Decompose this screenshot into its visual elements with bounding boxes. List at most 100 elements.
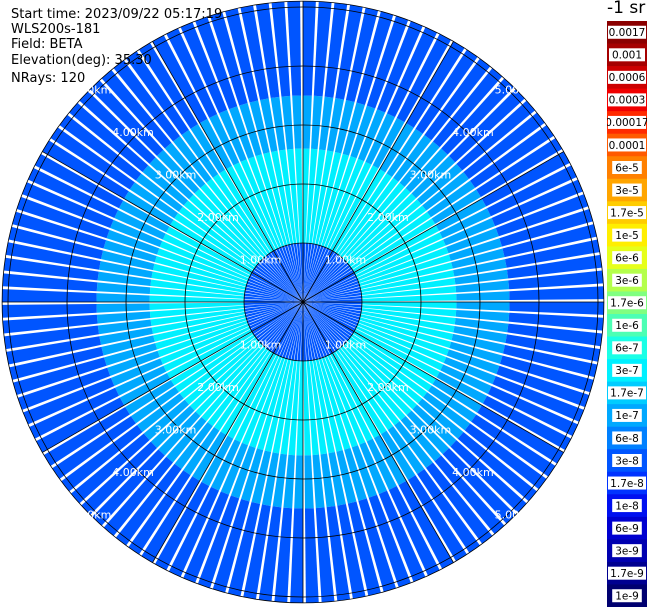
colorbar-label-bg: [612, 318, 642, 332]
ray-cell: [104, 343, 158, 366]
ray-cell: [398, 480, 454, 569]
ray-cell: [303, 243, 306, 302]
field-label: Field: BETA: [11, 37, 83, 52]
ray-cell: [471, 414, 556, 477]
ray-cell: [162, 233, 251, 279]
ray-cell: [415, 49, 478, 134]
ray-cell: [210, 12, 248, 106]
ray-cell: [303, 243, 312, 302]
ray-cell: [12, 211, 107, 249]
ray-cell: [352, 218, 436, 273]
ray-cell: [248, 156, 285, 247]
colorbar-label-bg: [608, 93, 646, 107]
ray-cell: [309, 149, 326, 244]
ray-cell: [259, 260, 303, 302]
ray-cell: [61, 424, 143, 492]
ray-cell: [151, 311, 246, 334]
ray-cell: [336, 450, 357, 504]
ray-cell: [303, 302, 338, 352]
ray-cell: [378, 490, 426, 582]
ray-cell: [360, 270, 455, 293]
ray-cell: [335, 349, 394, 430]
ray-cell: [99, 327, 153, 345]
ray-cell: [141, 476, 200, 563]
radial-line: [152, 41, 304, 303]
ray-cell: [356, 239, 446, 281]
ray-cell: [247, 278, 303, 302]
ray-cell: [272, 453, 287, 508]
ray-cell: [256, 358, 288, 451]
ray-cell: [373, 434, 407, 486]
ray-cell: [243, 504, 271, 600]
ray-cell: [170, 331, 254, 386]
ray-cell: [400, 415, 442, 462]
ray-cell: [499, 355, 594, 393]
ray-cell: [358, 498, 396, 592]
ray-cell: [361, 285, 457, 299]
ray-cell: [359, 254, 451, 287]
ray-cell: [303, 360, 312, 456]
ray-cell: [303, 302, 355, 334]
ray-cell: [318, 358, 351, 450]
ray-cell: [326, 505, 351, 601]
ray-cell: [470, 125, 554, 188]
ray-cell: [377, 21, 423, 113]
range-label: 5.00km: [495, 84, 537, 97]
ray-cell: [303, 302, 336, 353]
ray-cell: [505, 334, 601, 362]
ray-cell: [359, 262, 453, 290]
ray-cell: [263, 302, 303, 348]
ray-cell: [425, 462, 493, 544]
ray-cell: [125, 379, 175, 415]
ray-cell: [219, 169, 274, 253]
ray-cell: [292, 95, 302, 149]
ray-cell: [263, 152, 291, 246]
ray-cell: [150, 308, 245, 326]
ray-cell: [282, 302, 303, 359]
ray-cell: [194, 188, 264, 261]
ray-cell: [358, 247, 449, 284]
ray-cell: [262, 452, 280, 506]
ray-cell: [175, 334, 256, 393]
ray-cell: [149, 287, 245, 299]
ray-cell: [179, 337, 258, 399]
ray-cell: [303, 267, 353, 302]
ray-cell: [464, 423, 547, 490]
ray-cell: [246, 281, 303, 302]
ray-cell: [244, 302, 303, 312]
ray-cell: [264, 359, 291, 453]
range-label: 2.00km: [367, 381, 409, 394]
ray-cell: [219, 109, 247, 162]
ray-cell: [454, 318, 509, 333]
ray-cell: [303, 302, 362, 314]
ray-cell: [276, 302, 303, 356]
ray-cell: [270, 96, 286, 151]
ray-cell: [456, 302, 510, 311]
colorbar-label: 6e-5: [615, 162, 639, 174]
ray-cell: [313, 1, 332, 97]
ray-cell: [304, 455, 314, 509]
ray-cell: [225, 8, 259, 103]
ray-cell: [244, 296, 303, 302]
ray-cell: [152, 35, 208, 124]
ray-cell: [360, 314, 454, 341]
ray-cell: [303, 302, 361, 317]
instrument-label: WLS200s-181: [11, 22, 101, 37]
colorbar-label: 1.7e-6: [610, 298, 644, 310]
ray-cell: [271, 150, 294, 245]
ray-cell: [411, 155, 456, 199]
ray-cell: [101, 335, 155, 356]
radial-line: [42, 151, 304, 303]
ray-cell: [249, 100, 270, 154]
colorbar-label: 1e-9: [615, 591, 639, 603]
ray-cell: [303, 264, 351, 302]
range-label: 2.00km: [197, 381, 239, 394]
ray-cell: [332, 169, 386, 253]
ray-cell: [284, 245, 303, 302]
ray-cell: [244, 290, 303, 302]
ray-cell: [244, 299, 303, 302]
ray-cell: [9, 346, 104, 380]
ray-cell: [287, 1, 302, 96]
ray-cell: [455, 280, 510, 293]
